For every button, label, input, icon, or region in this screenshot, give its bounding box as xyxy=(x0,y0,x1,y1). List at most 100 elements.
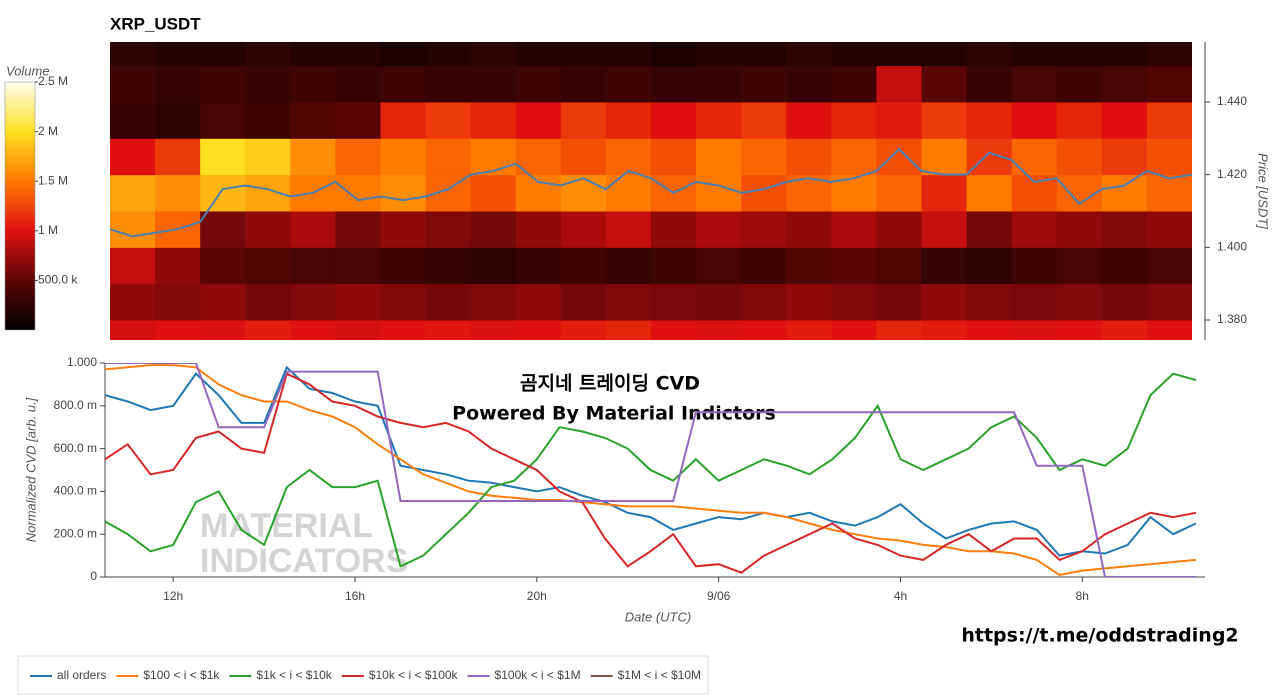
heatmap-cell xyxy=(245,320,291,340)
heatmap-cell xyxy=(1146,320,1192,340)
heatmap-cell xyxy=(110,210,156,248)
heatmap-cell xyxy=(1101,65,1148,103)
heatmap-cell xyxy=(831,42,877,67)
heatmap-cell xyxy=(876,42,922,67)
heatmap-cell xyxy=(110,320,156,340)
heatmap-cell xyxy=(876,320,922,340)
heatmap-cell xyxy=(605,174,652,212)
legend-label: all orders xyxy=(57,668,106,682)
heatmap-cell xyxy=(966,283,1013,321)
heatmap-cell xyxy=(921,283,968,321)
heatmap-cell xyxy=(155,283,201,321)
heatmap-cell xyxy=(1101,42,1148,67)
heatmap-cell xyxy=(380,101,427,139)
heatmap-cell xyxy=(1146,65,1192,103)
heatmap-cell xyxy=(921,210,968,248)
heatmap-cell xyxy=(1056,320,1103,340)
heatmap-cell xyxy=(831,101,877,139)
heatmap-cell xyxy=(245,174,291,212)
x-tick-label: 9/06 xyxy=(707,589,731,603)
heatmap-cell xyxy=(470,42,517,67)
heatmap-cell xyxy=(966,42,1013,67)
heatmap-cell xyxy=(966,210,1013,248)
heatmap-cell xyxy=(921,65,968,103)
heatmap-cell xyxy=(1146,174,1192,212)
heatmap-cell xyxy=(245,101,291,139)
heatmap-cell xyxy=(155,174,201,212)
y-tick-label: 400.0 m xyxy=(54,484,97,498)
heatmap-cell xyxy=(741,42,787,67)
heatmap-cell xyxy=(515,210,562,248)
heatmap-cell xyxy=(245,138,291,176)
heatmap-cell xyxy=(1146,210,1192,248)
y-tick-label: 1.420 xyxy=(1217,167,1247,181)
heatmap-cell xyxy=(696,210,742,248)
heatmap-cell xyxy=(425,174,472,212)
heatmap-cell xyxy=(290,247,336,285)
heatmap-cell xyxy=(876,174,922,212)
heatmap-cell xyxy=(110,174,156,212)
heatmap-cell xyxy=(696,320,742,340)
heatmap-cell xyxy=(200,320,246,340)
heatmap-cell xyxy=(425,210,472,248)
heatmap-cell xyxy=(876,65,922,103)
heatmap-cell xyxy=(696,174,742,212)
y-tick-label: 0 xyxy=(90,569,97,583)
colorbar-tick-label: 500.0 k xyxy=(38,273,78,287)
heatmap-cell xyxy=(110,65,156,103)
heatmap-cell xyxy=(651,283,697,321)
heatmap-cell xyxy=(1146,247,1192,285)
annotation: Powered By Material Indictors xyxy=(452,403,776,425)
heatmap-cell xyxy=(560,65,607,103)
heatmap-cell xyxy=(470,138,517,176)
heatmap-cell xyxy=(290,42,336,67)
heatmap-cell xyxy=(560,138,607,176)
heatmap-cell xyxy=(741,320,787,340)
heatmap-cell xyxy=(1101,174,1148,212)
heatmap-cell xyxy=(560,101,607,139)
heatmap-cell xyxy=(380,210,427,248)
heatmap-cell xyxy=(651,101,697,139)
heatmap-cell xyxy=(155,65,201,103)
heatmap-cell xyxy=(380,320,427,340)
heatmap-cell xyxy=(1146,101,1192,139)
heatmap-cell xyxy=(605,210,652,248)
heatmap-cell xyxy=(380,247,427,285)
legend-label: $100k < i < $1M xyxy=(495,668,581,682)
heatmap-cell xyxy=(200,42,246,67)
heatmap-cell xyxy=(786,138,832,176)
heatmap-cell xyxy=(155,247,201,285)
series-line xyxy=(105,363,1196,577)
heatmap-cell xyxy=(425,320,472,340)
heatmap-cell xyxy=(876,210,922,248)
heatmap-cell xyxy=(245,65,291,103)
heatmap-cell xyxy=(470,247,517,285)
heatmap-cell xyxy=(741,210,787,248)
watermark: INDICATORS xyxy=(200,542,408,580)
heatmap-cell xyxy=(425,65,472,103)
heatmap-cell xyxy=(515,283,562,321)
heatmap-cell xyxy=(470,320,517,340)
series-line xyxy=(105,364,1196,576)
heatmap-cell xyxy=(200,101,246,139)
heatmap-cell xyxy=(786,65,832,103)
heatmap-cell xyxy=(425,101,472,139)
heatmap-cell xyxy=(921,320,968,340)
heatmap-cell xyxy=(966,320,1013,340)
heatmap-cell xyxy=(155,138,201,176)
legend-label: $100 < i < $1k xyxy=(143,668,220,682)
heatmap-cell xyxy=(786,42,832,67)
heatmap-cell xyxy=(1146,283,1192,321)
heatmap-cell xyxy=(1056,283,1103,321)
heatmap-cell xyxy=(651,210,697,248)
heatmap-cell xyxy=(470,101,517,139)
heatmap-cell xyxy=(741,65,787,103)
y-tick-label: 1.000 xyxy=(67,355,97,369)
x-axis-title: Date (UTC) xyxy=(625,609,691,624)
y-tick-label: 600.0 m xyxy=(54,441,97,455)
heatmap-cell xyxy=(155,101,201,139)
heatmap-cell xyxy=(1056,65,1103,103)
heatmap-cell xyxy=(1011,210,1058,248)
heatmap-cell xyxy=(560,247,607,285)
heatmap-cell xyxy=(1101,247,1148,285)
